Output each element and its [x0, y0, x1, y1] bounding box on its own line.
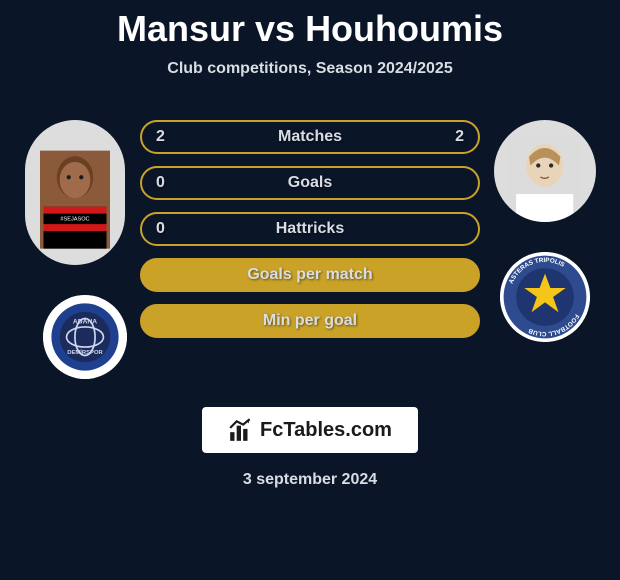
stat-label: Hattricks — [276, 220, 344, 238]
branding-text: FcTables.com — [260, 419, 392, 442]
stat-label: Matches — [278, 128, 342, 146]
stat-left-value: 0 — [156, 220, 165, 238]
person-silhouette-icon: #SEJASOC — [40, 138, 110, 261]
title-vs: vs — [255, 8, 295, 49]
stat-row-min-per-goal: Min per goal — [140, 304, 480, 338]
stat-row-hattricks: 0 Hattricks — [140, 212, 480, 246]
bar-chart-icon — [228, 417, 254, 443]
body-row: #SEJASOC ADANA DEMİRSPOR 2 Matches — [0, 120, 620, 379]
svg-text:ADANA: ADANA — [73, 319, 97, 326]
player1-photo: #SEJASOC — [25, 120, 125, 265]
svg-text:DEMİRSPOR: DEMİRSPOR — [67, 349, 103, 356]
stat-row-goals: 0 Goals — [140, 166, 480, 200]
club-badge-icon: ASTERAS TRIPOLIS FOOTBALL CLUB — [500, 252, 590, 342]
player2-photo — [494, 120, 596, 222]
player1-club-badge: ADANA DEMİRSPOR — [43, 295, 127, 379]
date-text: 3 september 2024 — [243, 471, 377, 489]
player2-club-badge: ASTERAS TRIPOLIS FOOTBALL CLUB — [500, 252, 590, 342]
title-player2: Houhoumis — [305, 8, 503, 49]
stats-column: 2 Matches 2 0 Goals 0 Hattricks Goals pe… — [140, 120, 480, 338]
stat-label: Min per goal — [263, 312, 357, 330]
stat-label: Goals per match — [247, 266, 372, 284]
stat-row-matches: 2 Matches 2 — [140, 120, 480, 154]
comparison-card: Mansur vs Houhoumis Club competitions, S… — [0, 0, 620, 489]
title-player1: Mansur — [117, 8, 245, 49]
subtitle: Club competitions, Season 2024/2025 — [167, 60, 452, 78]
stat-right-value: 2 — [455, 128, 464, 146]
club-badge-icon: ADANA DEMİRSPOR — [43, 295, 127, 379]
stat-row-goals-per-match: Goals per match — [140, 258, 480, 292]
stat-label: Goals — [288, 174, 332, 192]
page-title: Mansur vs Houhoumis — [117, 8, 503, 50]
person-silhouette-icon — [509, 135, 580, 222]
stat-left-value: 0 — [156, 174, 165, 192]
left-player-column: #SEJASOC ADANA DEMİRSPOR — [10, 120, 140, 379]
right-player-column: ASTERAS TRIPOLIS FOOTBALL CLUB — [480, 120, 610, 342]
branding-badge: FcTables.com — [202, 407, 418, 453]
stat-left-value: 2 — [156, 128, 165, 146]
svg-text:#SEJASOC: #SEJASOC — [60, 217, 89, 223]
